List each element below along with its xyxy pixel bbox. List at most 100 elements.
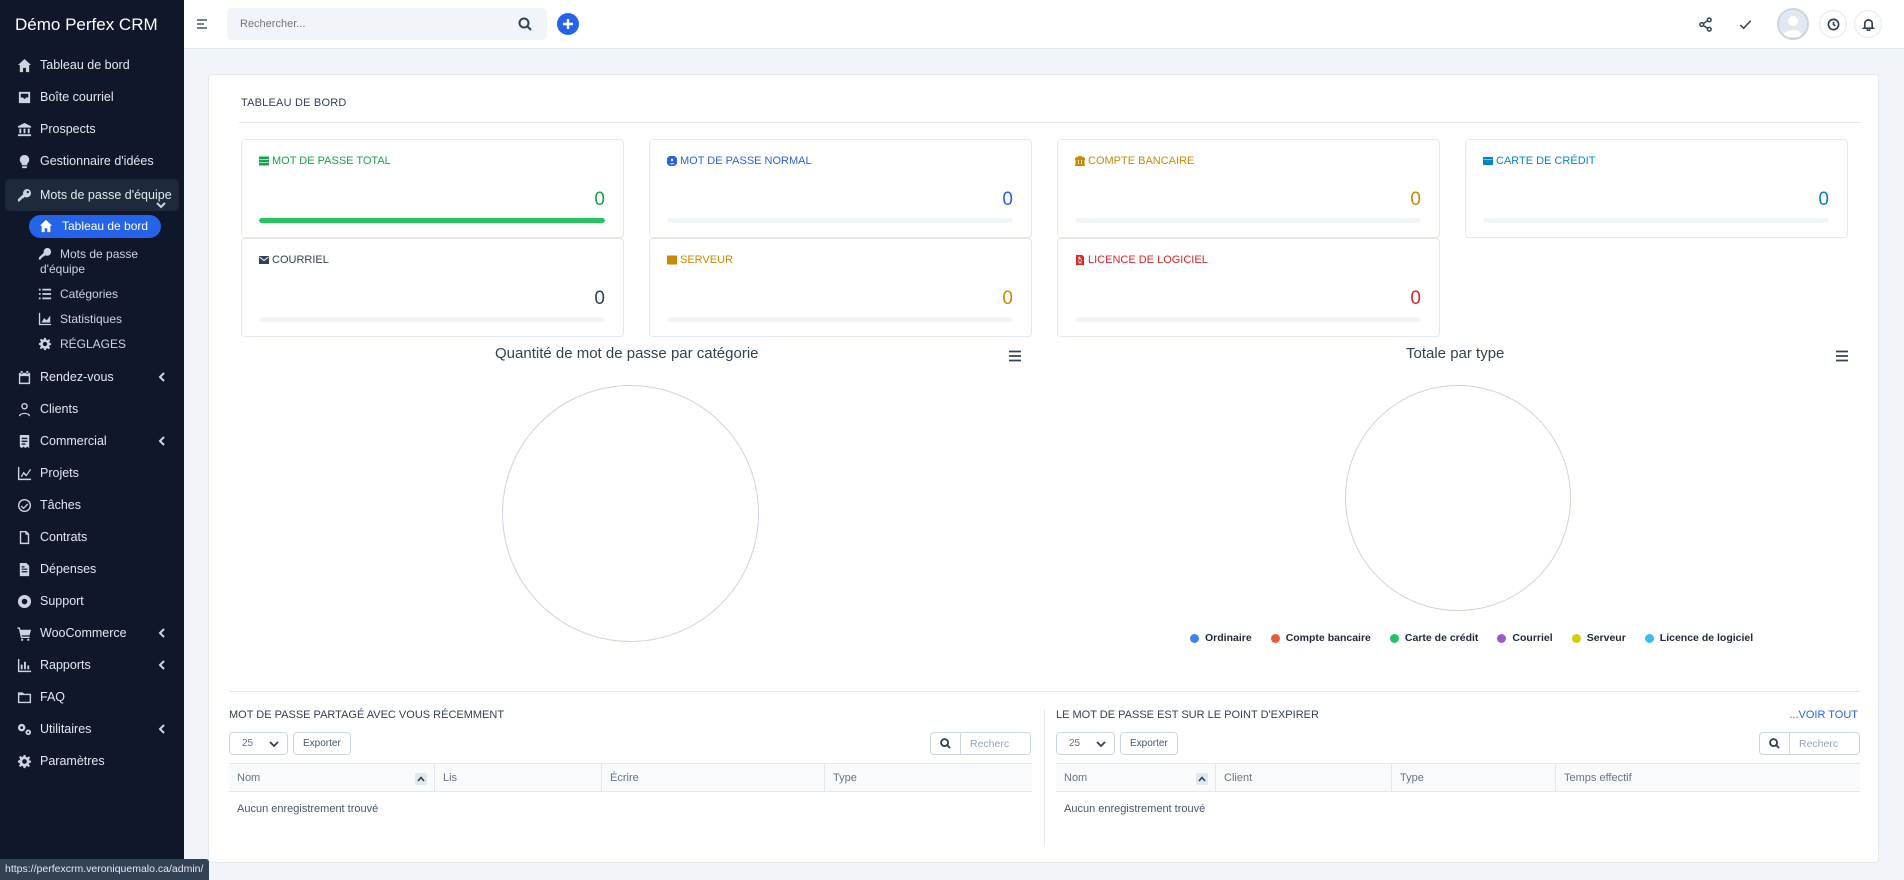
page-size-value: 25 — [242, 738, 254, 749]
lifebuoy-icon — [15, 592, 33, 610]
page-size-select[interactable]: 25 — [1056, 732, 1115, 755]
sidebar-item-clients[interactable]: Clients — [0, 393, 184, 425]
legend-item[interactable]: Carte de crédit — [1389, 632, 1478, 644]
page-size-select[interactable]: 25 — [229, 732, 288, 755]
sidebar-item-expenses[interactable]: Dépenses — [0, 553, 184, 585]
sidebar-item-support[interactable]: Support — [0, 585, 184, 617]
stat-card-value: 0 — [1818, 189, 1829, 210]
submenu-item-label: Mots de passe d'équipe — [40, 247, 138, 277]
export-button[interactable]: Exporter — [293, 732, 351, 755]
chevron-down-icon — [1096, 741, 1106, 748]
sidebar-item-team-passwords[interactable]: Mots de passe d'équipe — [5, 179, 179, 211]
sidebar-item-contracts[interactable]: Contrats — [0, 521, 184, 553]
legend-item[interactable]: Ordinaire — [1190, 632, 1252, 644]
list-icon — [259, 156, 269, 166]
column-header[interactable]: Nom — [229, 764, 435, 791]
stat-card-total[interactable]: MOT DE PASSE TOTAL 0 — [241, 139, 624, 238]
file-text-icon — [15, 560, 33, 578]
bell-icon[interactable] — [1854, 10, 1882, 38]
chevron-left-icon[interactable] — [156, 723, 168, 735]
stat-card-header: LICENCE DE LOGICIEL — [1075, 254, 1208, 266]
legend-item[interactable]: Serveur — [1571, 632, 1626, 644]
search-icon[interactable] — [518, 17, 532, 31]
legend-item[interactable]: Compte bancaire — [1270, 632, 1371, 644]
table-search-box[interactable]: Recherc — [930, 732, 1031, 755]
chevron-left-icon[interactable] — [156, 659, 168, 671]
team-passwords-submenu: Tableau de bord Mots de passe d'équipe C… — [0, 211, 184, 361]
folder-icon — [15, 688, 33, 706]
submenu-item-team-passwords[interactable]: Mots de passe d'équipe — [0, 242, 184, 282]
stat-card-normal[interactable]: MOT DE PASSE NORMAL 0 — [649, 139, 1032, 238]
brand-logo[interactable]: Démo Perfex CRM — [15, 14, 158, 34]
export-button[interactable]: Exporter — [1120, 732, 1178, 755]
quick-add-button[interactable] — [557, 13, 579, 35]
submenu-item-dashboard[interactable]: Tableau de bord — [29, 215, 161, 238]
column-header[interactable]: Temps effectif — [1564, 772, 1632, 784]
table-search-box[interactable]: Recherc — [1759, 732, 1860, 755]
share-icon[interactable] — [1695, 14, 1715, 34]
sort-asc-icon[interactable] — [1196, 773, 1208, 785]
sidebar-item-settings[interactable]: Paramètres — [0, 745, 184, 777]
search-input[interactable] — [227, 8, 487, 40]
chevron-left-icon[interactable] — [156, 371, 168, 383]
sidebar-item-woocommerce[interactable]: WooCommerce — [0, 617, 184, 649]
area-chart-icon — [38, 312, 53, 327]
sidebar-item-dashboard[interactable]: Tableau de bord — [0, 49, 184, 81]
stat-card-credit-card[interactable]: CARTE DE CRÉDIT 0 — [1465, 139, 1848, 238]
server-icon-shape — [667, 255, 677, 265]
stat-card-software-license[interactable]: LICENCE DE LOGICIEL 0 — [1057, 238, 1440, 337]
sidebar-item-faq[interactable]: FAQ — [0, 681, 184, 713]
submenu-item-statistics[interactable]: Statistiques — [0, 307, 184, 332]
sort-asc-icon[interactable] — [415, 773, 427, 785]
sidebar-item-inbox[interactable]: Boîte courriel — [0, 81, 184, 113]
stat-card-server[interactable]: SERVEUR 0 — [649, 238, 1032, 337]
clock-icon[interactable] — [1819, 10, 1847, 38]
stat-card-label: CARTE DE CRÉDIT — [1496, 155, 1596, 167]
check-icon[interactable] — [1735, 14, 1755, 34]
sidebar-item-reports[interactable]: Rapports — [0, 649, 184, 681]
bank-icon — [1075, 156, 1085, 166]
chart-menu-icon[interactable] — [1008, 350, 1022, 362]
view-all-link[interactable]: ...VOIR TOUT — [1789, 709, 1858, 721]
sidebar-item-commercial[interactable]: Commercial — [0, 425, 184, 457]
sidebar-item-label: Commercial — [40, 434, 107, 448]
stat-card-label: MOT DE PASSE NORMAL — [680, 155, 812, 167]
column-header[interactable]: Lis — [435, 764, 602, 791]
column-header[interactable]: Type — [1392, 764, 1556, 791]
legend-label: Ordinaire — [1205, 632, 1252, 644]
top-header — [184, 0, 1904, 49]
submenu-item-label-line2: d'équipe — [40, 262, 85, 276]
sidebar-item-projects[interactable]: Projets — [0, 457, 184, 489]
table-header: Nom Client Type Temps effectif — [1056, 763, 1860, 792]
sidebar-item-tasks[interactable]: Tâches — [0, 489, 184, 521]
column-header[interactable]: Nom — [1056, 764, 1216, 791]
column-header[interactable]: Client — [1216, 764, 1392, 791]
avatar[interactable] — [1777, 8, 1809, 40]
sidebar-item-ideas[interactable]: Gestionnaire d'idées — [0, 145, 184, 177]
menu-toggle-icon[interactable] — [196, 18, 208, 30]
chevron-down-icon[interactable] — [155, 199, 167, 211]
column-header-label: Nom — [1064, 772, 1088, 784]
stat-card-email[interactable]: COURRIEL 0 — [241, 238, 624, 337]
sidebar-item-utilities[interactable]: Utilitaires — [0, 713, 184, 745]
submenu-item-settings[interactable]: RÉGLAGES — [0, 332, 184, 357]
sidebar-item-label: FAQ — [40, 690, 66, 704]
legend-item[interactable]: Licence de logiciel — [1644, 632, 1753, 644]
chevron-left-icon[interactable] — [156, 435, 168, 447]
chart-menu-icon[interactable] — [1835, 350, 1849, 362]
sidebar-item-label: Tableau de bord — [40, 58, 130, 72]
legend-item[interactable]: Courriel — [1497, 632, 1553, 644]
sidebar-item-appointments[interactable]: Rendez-vous — [0, 361, 184, 393]
sidebar-item-prospects[interactable]: Prospects — [0, 113, 184, 145]
column-header[interactable]: Écrire — [602, 764, 825, 791]
submenu-item-categories[interactable]: Catégories — [0, 282, 184, 307]
stat-card-bank[interactable]: COMPTE BANCAIRE 0 — [1057, 139, 1440, 238]
chevron-left-icon[interactable] — [156, 627, 168, 639]
bank-icon — [15, 120, 33, 138]
search-icon[interactable] — [931, 733, 961, 754]
table-header: Nom Lis Écrire Type — [229, 763, 1032, 792]
column-header[interactable]: Type — [833, 772, 857, 784]
cogs-icon — [15, 720, 33, 738]
check-circle-icon — [15, 496, 33, 514]
search-icon[interactable] — [1760, 733, 1790, 754]
